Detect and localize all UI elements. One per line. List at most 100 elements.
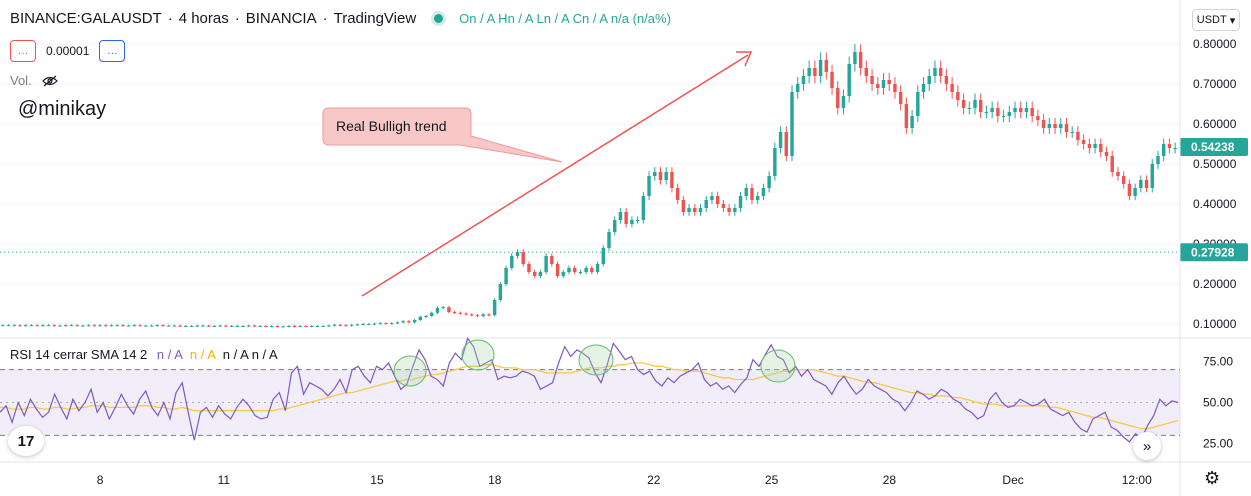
candle-body: [630, 220, 634, 224]
candle-body: [550, 256, 554, 264]
price-axis[interactable]: 0.100000.200000.300000.400000.500000.600…: [1193, 37, 1237, 331]
candle-body: [595, 264, 600, 272]
candle-body: [830, 72, 834, 88]
candle-body: [407, 321, 411, 323]
candle-body: [824, 60, 829, 72]
candle-body: [715, 196, 720, 204]
candle-body: [315, 326, 320, 327]
currency-selector[interactable]: USDT ▾: [1192, 9, 1240, 31]
rsi-circle-3: [578, 344, 614, 376]
candle-body: [161, 325, 165, 327]
candle-body: [1110, 156, 1114, 172]
candle-body: [778, 132, 783, 148]
ohlc-values: On / A Hn / A Ln / A Cn / A n/a (n/a%): [459, 11, 671, 26]
candle-body: [858, 52, 863, 68]
price-tick-label: 0.40000: [1193, 197, 1237, 211]
author-watermark: @minikay: [18, 98, 107, 120]
candle-body: [801, 76, 806, 84]
candle-body: [464, 313, 468, 315]
candle-body: [504, 268, 508, 284]
candle-body: [355, 324, 360, 326]
candle-body: [75, 325, 79, 327]
price-tick-label: 0.50000: [1193, 157, 1237, 171]
last-price-label: 0.54238: [1191, 140, 1235, 154]
candle-body: [395, 322, 400, 324]
candle-body: [121, 325, 125, 327]
candle-body: [81, 325, 85, 327]
candle-body: [29, 325, 34, 327]
time-tick-label: 15: [370, 473, 384, 487]
candle-body: [207, 325, 211, 327]
rsi-indicator-name[interactable]: RSI 14 cerrar SMA 14 2: [10, 347, 148, 362]
eye-hidden-icon[interactable]: [41, 75, 58, 87]
candle-body: [967, 108, 971, 109]
rsi-highlight-circles: [393, 339, 796, 387]
candle-body: [790, 92, 794, 156]
candle-body: [613, 220, 617, 232]
candle-body: [412, 320, 417, 323]
market-status-icon[interactable]: [434, 14, 444, 23]
candle-body: [1116, 172, 1120, 176]
gear-icon: ⚙: [1204, 468, 1221, 488]
candle-body: [510, 256, 514, 268]
candle-body: [498, 284, 503, 300]
candle-body: [264, 326, 268, 327]
volume-legend: Vol.: [10, 73, 58, 88]
candle-body: [938, 68, 943, 76]
candle-body: [470, 314, 474, 316]
candle-body: [475, 315, 480, 317]
candle-body: [189, 326, 194, 327]
candle-body: [241, 326, 245, 327]
grid: [0, 43, 1180, 325]
candle-body: [750, 188, 754, 200]
candle-body: [675, 188, 680, 200]
candle-body: [52, 325, 57, 327]
chart-settings-button[interactable]: ⚙: [1204, 468, 1220, 489]
candle-body: [98, 325, 102, 327]
symbol-name[interactable]: BINANCE:GALAUSDT: [10, 10, 162, 27]
trend-arrow: [361, 51, 753, 297]
candle-body: [138, 325, 142, 327]
time-tick-label: 25: [765, 473, 779, 487]
rsi-legend: RSI 14 cerrar SMA 14 2 n / A n / A n / A…: [10, 347, 278, 362]
candle-body: [515, 252, 520, 256]
candle-body: [1139, 180, 1143, 188]
candle-body: [287, 326, 291, 327]
tradingview-logo[interactable]: 17: [8, 426, 44, 456]
candle-body: [607, 232, 611, 248]
last-price-tag: 0.54238: [1180, 138, 1248, 157]
candle-body: [384, 323, 388, 325]
candle-body: [961, 100, 966, 108]
rsi-axis[interactable]: 25.00 50.00 75.00: [1203, 354, 1233, 450]
candle-body: [441, 307, 445, 309]
candle-body: [218, 325, 222, 327]
candle-body: [86, 325, 91, 327]
time-axis[interactable]: 8 11 15 18 22 25 28 Dec 12:00: [97, 473, 1152, 487]
sell-button[interactable]: …: [10, 40, 36, 62]
candle-body: [424, 316, 428, 317]
candle-body: [1121, 176, 1126, 184]
candle-body: [881, 80, 886, 88]
candle-body: [744, 188, 748, 196]
candle-body: [435, 308, 440, 313]
candle-body: [492, 300, 497, 316]
candle-body: [115, 325, 119, 327]
candle-body: [578, 272, 583, 273]
candle-body: [92, 325, 97, 327]
candle-body: [155, 325, 159, 327]
candle-body: [304, 326, 308, 327]
interval-label[interactable]: 4 horas: [178, 10, 229, 27]
candle-body: [950, 84, 954, 92]
buy-button[interactable]: …: [99, 40, 126, 62]
candle-body: [1173, 148, 1177, 149]
scroll-to-realtime-button[interactable]: »: [1133, 432, 1161, 460]
candle-body: [927, 76, 931, 84]
time-tick-label: Dec: [1002, 473, 1023, 487]
tv-logo-icon: 17: [17, 432, 35, 450]
sma-line: [0, 362, 1179, 430]
candle-body: [6, 325, 11, 327]
callout[interactable]: Real Bulligh trend: [322, 107, 563, 163]
candle-body: [1001, 116, 1006, 117]
time-tick-label: 22: [647, 473, 661, 487]
